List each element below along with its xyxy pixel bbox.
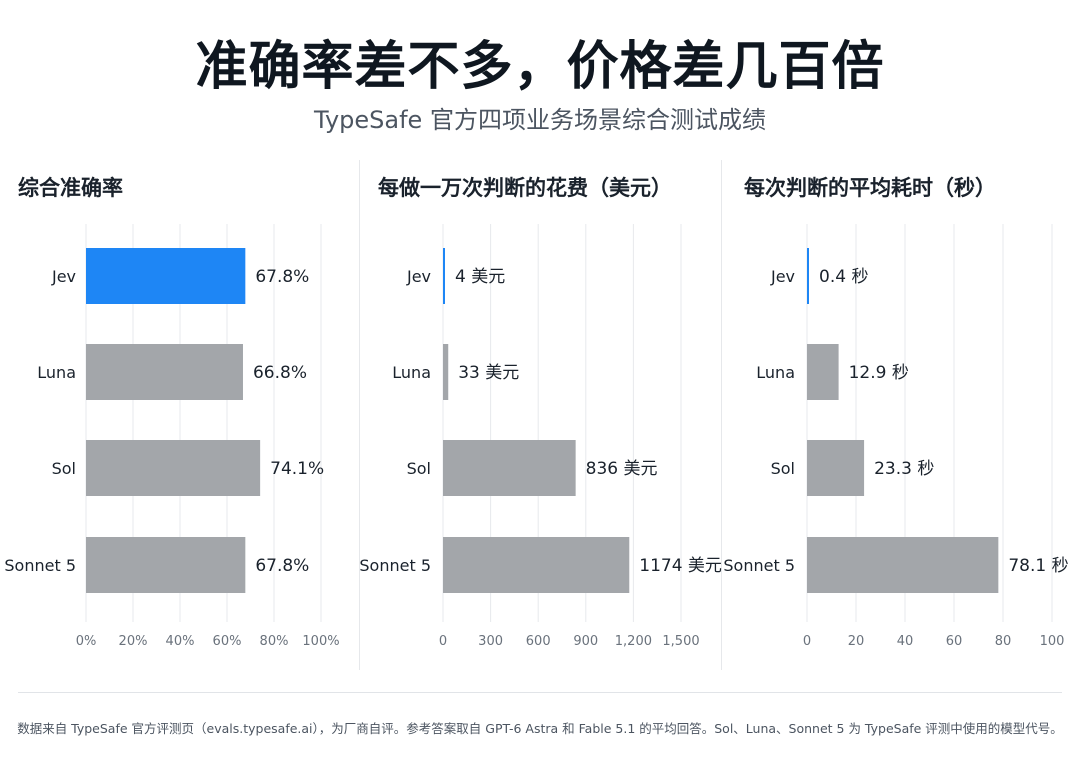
footer-divider <box>18 692 1062 693</box>
value-label: 23.3 秒 <box>874 459 934 479</box>
panel-title-latency: 每次判断的平均耗时（秒） <box>744 176 996 200</box>
value-label: 1174 美元 <box>639 556 722 576</box>
x-tick-label: 100% <box>302 634 339 649</box>
category-label: Sol <box>771 459 795 478</box>
panel-divider <box>359 160 360 670</box>
bar-jev <box>807 248 809 304</box>
category-label: Jev <box>406 267 431 286</box>
value-label: 33 美元 <box>458 363 519 383</box>
value-label: 78.1 秒 <box>1008 556 1068 576</box>
bar-jev <box>86 248 246 304</box>
category-label: Sonnet 5 <box>4 556 76 575</box>
bar-luna <box>443 344 449 400</box>
category-label: Luna <box>756 363 795 382</box>
value-label: 4 美元 <box>455 267 505 287</box>
bar-sol <box>86 440 261 496</box>
bar-jev <box>443 248 445 304</box>
x-tick-label: 0 <box>439 634 447 649</box>
bar-sonnet-5 <box>807 537 999 593</box>
value-label: 74.1% <box>270 459 324 479</box>
x-tick-label: 900 <box>573 634 598 649</box>
bar-luna <box>807 344 839 400</box>
latency-chart: 0 20 40 60 80 100 Jev 0.4 秒 Luna 12.9 秒 Sol 23.3 秒 S… <box>723 224 1069 649</box>
category-label: Sol <box>52 459 76 478</box>
x-tick-label: 80% <box>260 634 289 649</box>
x-tick-label: 40 <box>897 634 914 649</box>
bar-sonnet-5 <box>443 537 630 593</box>
cost-chart: 0 300 600 900 1,200 1,500 Jev 4 美元 Luna 33 美元 Sol 8… <box>359 224 722 649</box>
panel-title-cost: 每做一万次判断的花费（美元） <box>378 176 672 200</box>
value-label: 12.9 秒 <box>849 363 909 383</box>
category-label: Sol <box>407 459 431 478</box>
x-tick-label: 300 <box>478 634 503 649</box>
value-label: 67.8% <box>255 267 309 287</box>
category-label: Jev <box>51 267 76 286</box>
panel-title-accuracy: 综合准确率 <box>18 176 123 200</box>
value-label: 0.4 秒 <box>819 267 868 287</box>
x-tick-label: 20% <box>119 634 148 649</box>
value-label: 836 美元 <box>586 459 658 479</box>
x-tick-label: 80 <box>995 634 1012 649</box>
x-tick-label: 40% <box>166 634 195 649</box>
page-title: 准确率差不多，价格差几百倍 <box>195 37 885 97</box>
x-tick-label: 1,500 <box>662 634 699 649</box>
x-tick-label: 1,200 <box>615 634 652 649</box>
page-subtitle: TypeSafe 官方四项业务场景综合测试成绩 <box>314 106 766 134</box>
x-tick-label: 60% <box>213 634 242 649</box>
bar-sol <box>443 440 576 496</box>
x-tick-label: 600 <box>526 634 551 649</box>
category-label: Sonnet 5 <box>723 556 795 575</box>
category-label: Luna <box>392 363 431 382</box>
x-tick-label: 20 <box>848 634 865 649</box>
x-tick-label: 100 <box>1040 634 1065 649</box>
category-label: Sonnet 5 <box>359 556 431 575</box>
bar-sol <box>807 440 865 496</box>
x-tick-label: 0% <box>76 634 97 649</box>
category-label: Jev <box>770 267 795 286</box>
category-label: Luna <box>37 363 76 382</box>
bar-luna <box>86 344 243 400</box>
value-label: 67.8% <box>255 556 309 576</box>
accuracy-chart: 0% 20% 40% 60% 80% 100% Jev 67.8% Luna 66.8% Sol 74… <box>4 224 340 649</box>
x-tick-label: 0 <box>803 634 811 649</box>
bar-sonnet-5 <box>86 537 246 593</box>
value-label: 66.8% <box>253 363 307 383</box>
x-tick-label: 60 <box>946 634 963 649</box>
panel-divider <box>721 160 722 670</box>
footnote: 数据来自 TypeSafe 官方评测页（evals.typesafe.ai），为… <box>17 721 1063 736</box>
